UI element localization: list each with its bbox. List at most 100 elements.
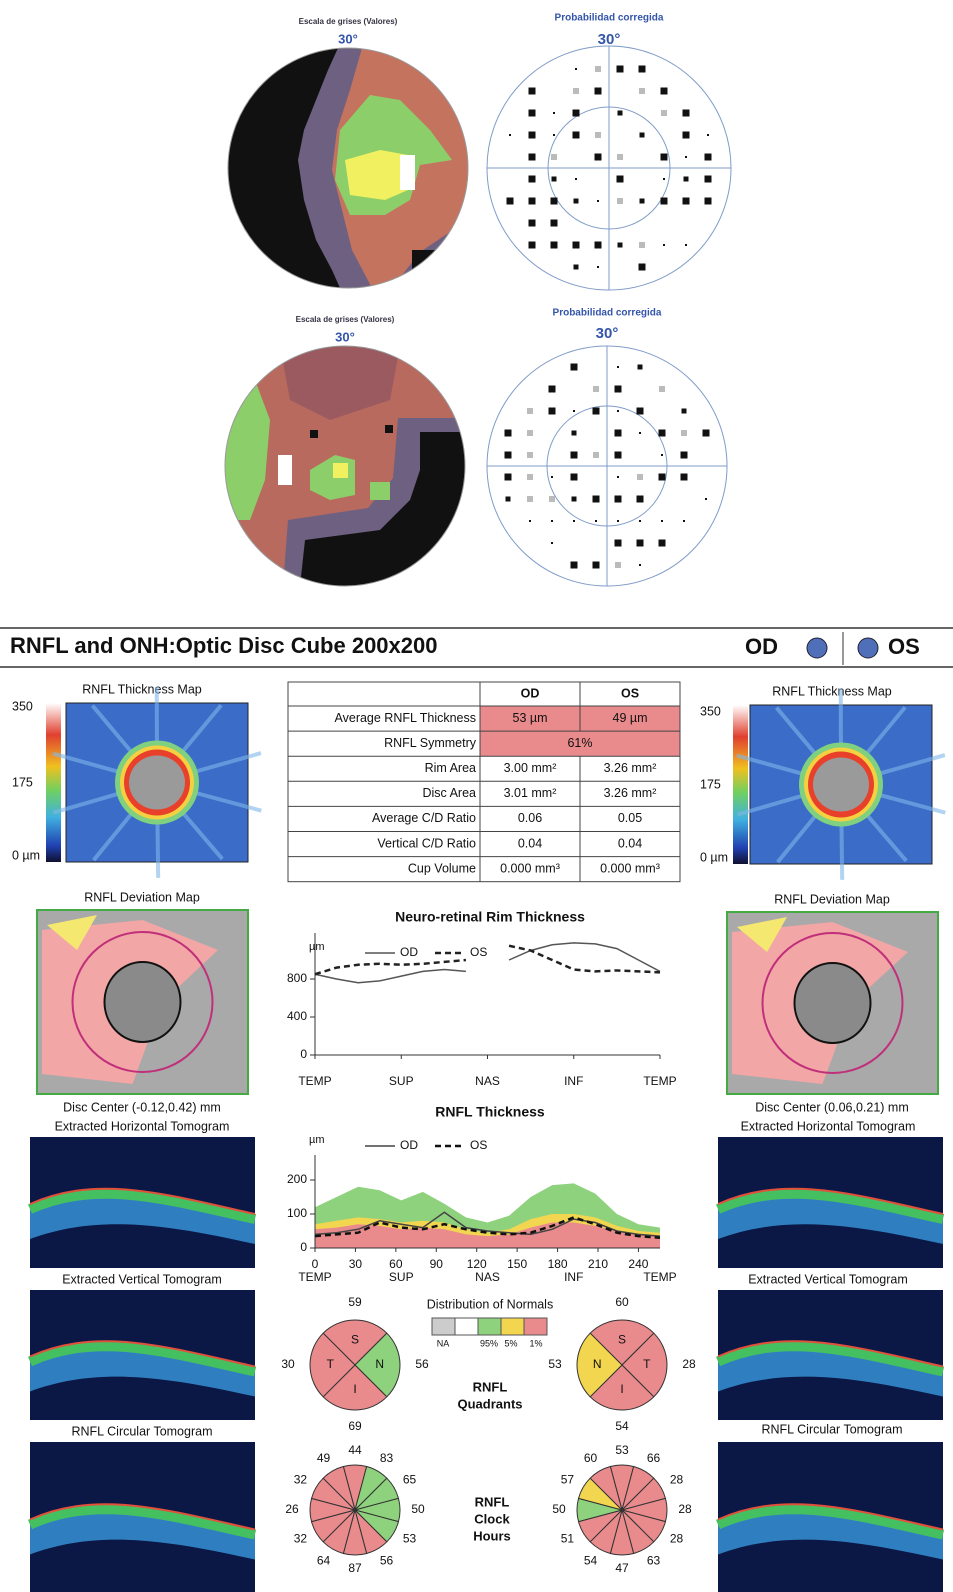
disc xyxy=(795,963,871,1043)
x-tick-label: TEMP xyxy=(643,1074,676,1088)
probability-symbol xyxy=(529,198,536,205)
probability-symbol xyxy=(618,243,623,248)
cell-value: 0.000 mm³ xyxy=(600,861,660,875)
clock-value: 32 xyxy=(294,1532,308,1546)
clock-value: 53 xyxy=(615,1443,629,1457)
probability-symbol xyxy=(529,88,536,95)
probability-symbol xyxy=(529,176,536,183)
panel-title: Extracted Horizontal Tomogram xyxy=(741,1119,916,1133)
probability-symbol xyxy=(705,498,707,500)
probability-symbol xyxy=(681,474,688,481)
quadrants-title: RNFL xyxy=(473,1379,508,1394)
probability-symbol xyxy=(505,474,512,481)
quadrant-label: S xyxy=(618,1332,626,1346)
probability-symbol xyxy=(637,474,643,480)
probability-symbol xyxy=(683,520,685,522)
quadrant-label: N xyxy=(375,1357,384,1371)
map-title: Escala de grises (Valores) xyxy=(296,315,395,324)
probability-symbol xyxy=(685,156,687,158)
metrics-table: Average RNFL Thickness53 µm49 µmRNFL Sym… xyxy=(288,682,680,882)
x-tick-label: 180 xyxy=(548,1257,568,1271)
y-tick-label: 400 xyxy=(287,1009,307,1023)
x-tick-label: INF xyxy=(564,1074,583,1088)
chart-title: Neuro-retinal Rim Thickness xyxy=(395,909,585,925)
normals-label: 1% xyxy=(529,1338,542,1348)
probability-symbol xyxy=(617,198,623,204)
quadrant-label: S xyxy=(351,1332,359,1346)
cell-value: 0.000 mm³ xyxy=(500,861,560,875)
quadrants-title: Quadrants xyxy=(457,1396,522,1411)
y-tick-label: 100 xyxy=(287,1206,307,1220)
clock-value: 65 xyxy=(403,1473,417,1487)
clock-value: 64 xyxy=(317,1553,331,1567)
row-label: Cup Volume xyxy=(408,861,476,875)
probability-symbol xyxy=(571,364,578,371)
x-tick-label: 90 xyxy=(430,1257,444,1271)
probability-symbol xyxy=(597,266,599,268)
probability-symbol xyxy=(707,134,709,136)
probability-symbol xyxy=(639,432,641,434)
probability-symbol xyxy=(705,176,712,183)
probability-symbol xyxy=(639,66,646,73)
probability-symbol xyxy=(505,430,512,437)
cell-value: 61% xyxy=(567,736,592,750)
probability-symbol xyxy=(571,562,578,569)
probability-symbol xyxy=(572,497,577,502)
probability-symbol xyxy=(549,496,555,502)
x-region-label: INF xyxy=(564,1270,583,1284)
clock-value: 83 xyxy=(380,1451,394,1465)
probability-symbol xyxy=(639,564,641,566)
probability-symbol xyxy=(617,410,619,412)
probability-symbol xyxy=(573,410,575,412)
map-region xyxy=(400,155,415,190)
probability-symbol xyxy=(571,474,578,481)
tomogram xyxy=(30,1290,255,1420)
map-region xyxy=(310,430,318,438)
probability-symbol xyxy=(661,198,668,205)
probability-symbol xyxy=(509,134,511,136)
probability-symbol xyxy=(637,540,644,547)
clock-value: 44 xyxy=(348,1443,362,1457)
probability-symbol xyxy=(659,540,666,547)
clock-value: 87 xyxy=(348,1561,362,1575)
y-tick-label: 0 xyxy=(300,1240,307,1254)
probability-symbol xyxy=(683,198,690,205)
cell-value: 0.05 xyxy=(618,811,642,825)
row-label: Disc Area xyxy=(423,786,477,800)
probability-symbol xyxy=(615,452,622,459)
scale-label: 175 xyxy=(12,775,33,789)
x-region-label: TEMP xyxy=(298,1270,331,1284)
probability-symbol xyxy=(615,540,622,547)
probability-symbol xyxy=(637,496,644,503)
quadrant-value: 53 xyxy=(548,1357,562,1371)
probability-symbol xyxy=(683,110,690,117)
series-line xyxy=(315,946,660,975)
probability-symbol xyxy=(553,112,555,114)
probability-symbol xyxy=(618,111,623,116)
probability-symbol xyxy=(593,452,599,458)
x-region-label: TEMP xyxy=(643,1270,676,1284)
probability-symbol xyxy=(595,242,602,249)
normals-swatch xyxy=(501,1318,524,1335)
map-angle: 30° xyxy=(335,329,355,344)
normals-title: Distribution of Normals xyxy=(427,1297,553,1311)
thickness-map xyxy=(46,687,261,878)
column-header: OS xyxy=(621,686,639,700)
probability-symbol xyxy=(617,176,624,183)
quadrant-value: 69 xyxy=(348,1419,362,1433)
probability-symbol xyxy=(595,520,597,522)
row-label: Vertical C/D Ratio xyxy=(377,836,476,850)
map-region xyxy=(385,425,393,433)
clock-value: 47 xyxy=(615,1561,629,1575)
x-region-label: SUP xyxy=(389,1270,414,1284)
probability-symbol xyxy=(617,476,619,478)
clock-value: 32 xyxy=(294,1473,308,1487)
clock-value: 66 xyxy=(647,1451,661,1465)
y-tick-label: 0 xyxy=(300,1047,307,1061)
grayscale-map xyxy=(228,48,468,288)
tomogram xyxy=(30,1137,255,1268)
row-label: Average RNFL Thickness xyxy=(335,711,477,725)
scale-label: 350 xyxy=(12,699,33,713)
probability-symbol xyxy=(573,520,575,522)
probability-symbol xyxy=(681,430,687,436)
